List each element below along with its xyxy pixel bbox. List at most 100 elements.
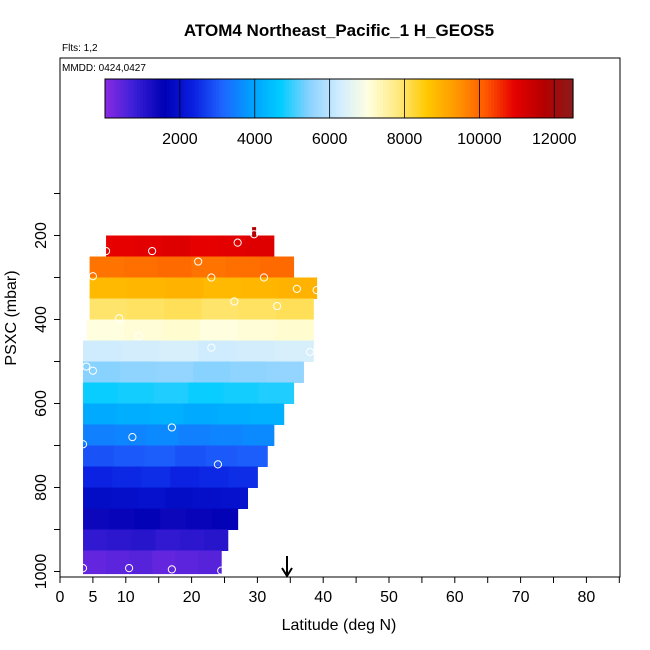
data-cell [83,508,110,530]
data-cell [266,361,304,383]
colorbar-swatch [116,79,121,118]
colorbar-swatch [145,79,150,118]
data-point [230,297,239,306]
data-cell [237,319,276,341]
data-cell [199,466,229,488]
data-cell [278,277,318,299]
colorbar-swatch [415,79,419,118]
colorbar-swatch [283,79,287,118]
colorbar-swatch [485,79,489,118]
data-cell [216,403,251,425]
colorbar-swatch [412,79,416,118]
colorbar-swatch [532,79,536,118]
colorbar-swatch [271,79,276,118]
colorbar-swatch [403,79,407,118]
colorbar-swatch [210,79,214,118]
colorbar-swatch [385,79,390,118]
data-cell [131,529,156,551]
data-point [207,343,216,352]
colorbar-swatch [523,79,527,118]
data-cell [83,403,117,425]
colorbar-swatch [166,79,170,118]
colorbar-swatch [245,79,249,118]
colorbar-swatch [341,79,346,118]
data-point [148,246,157,256]
colorbar-swatch [131,79,135,118]
colorbar-tick-label: 12000 [532,131,577,148]
data-cell [83,340,122,362]
data-cell [144,445,176,467]
data-point [167,423,176,432]
colorbar-swatch [198,79,203,118]
data-cell [236,340,276,362]
colorbar-swatch [321,79,325,118]
data-cell [83,487,111,509]
colorbar-swatch [213,79,217,118]
colorbar-swatch [520,79,524,118]
colorbar: 2000 4000 6000 8000 10000 12000 [104,78,577,148]
colorbar-swatch [494,79,498,118]
colorbar-swatch [453,79,457,118]
data-cell [175,550,199,575]
colorbar-swatch [239,79,244,118]
data-cell [83,382,119,404]
colorbar-swatch [567,79,571,118]
colorbar-swatch [417,79,422,118]
colorbar-swatch [423,79,428,118]
colorbar-swatch [432,79,437,118]
data-point [78,440,88,449]
colorbar-swatch [479,79,483,118]
colorbar-swatch [374,79,378,118]
colorbar-swatch [420,79,425,118]
chart-title: ATOM4 Northeast_Pacific_1 H_GEOS5 [184,21,494,40]
colorbar-swatch [476,79,480,118]
data-cell [252,227,257,238]
colorbar-swatch [140,79,144,118]
y-tick-label: 1000 [33,554,50,590]
data-cell [116,403,151,425]
colorbar-swatch [137,79,141,118]
data-cell [107,529,132,551]
colorbar-swatch [350,79,355,118]
colorbar-swatch [473,79,478,118]
dates-label: MMDD: 0424,0427 [62,63,146,74]
data-point [82,362,91,371]
colorbar-tick-label: 2000 [162,131,198,148]
x-tick-label: 0 [56,589,65,606]
colorbar-swatch [502,79,507,118]
data-cell [110,487,139,509]
data-cell [189,235,219,257]
colorbar-swatch [543,79,548,118]
data-cell [121,340,161,362]
colorbar-swatch [151,79,156,118]
colorbar-tick-label: 6000 [312,131,348,148]
colorbar-swatch [207,79,211,118]
data-cell [83,466,113,488]
data-cell [108,508,136,530]
colorbar-swatch [292,79,296,118]
colorbar-swatch [564,79,568,118]
colorbar-swatch [195,79,200,118]
colorbar-swatch [242,79,246,118]
data-point [312,286,321,295]
colorbar-swatch [456,79,460,118]
colorbar-swatch [514,79,519,118]
y-axis-label: PSXC (mbar) [3,270,20,365]
data-point [233,238,242,247]
colorbar-swatch [105,79,109,118]
y-tick-label: 800 [33,474,50,501]
colorbar-swatch [426,79,431,118]
data-cell [186,508,213,530]
data-cell [126,298,165,320]
colorbar-swatch [248,79,252,118]
colorbar-swatch [324,79,328,118]
colorbar-swatch [122,79,127,118]
data-cell [83,445,115,467]
data-cell [119,361,158,383]
data-cell [155,529,181,551]
data-cell [112,466,142,488]
colorbar-swatch [262,79,267,118]
data-point [167,565,176,574]
colorbar-swatch [356,79,361,118]
x-axis-label: Latitude (deg N) [282,617,397,634]
